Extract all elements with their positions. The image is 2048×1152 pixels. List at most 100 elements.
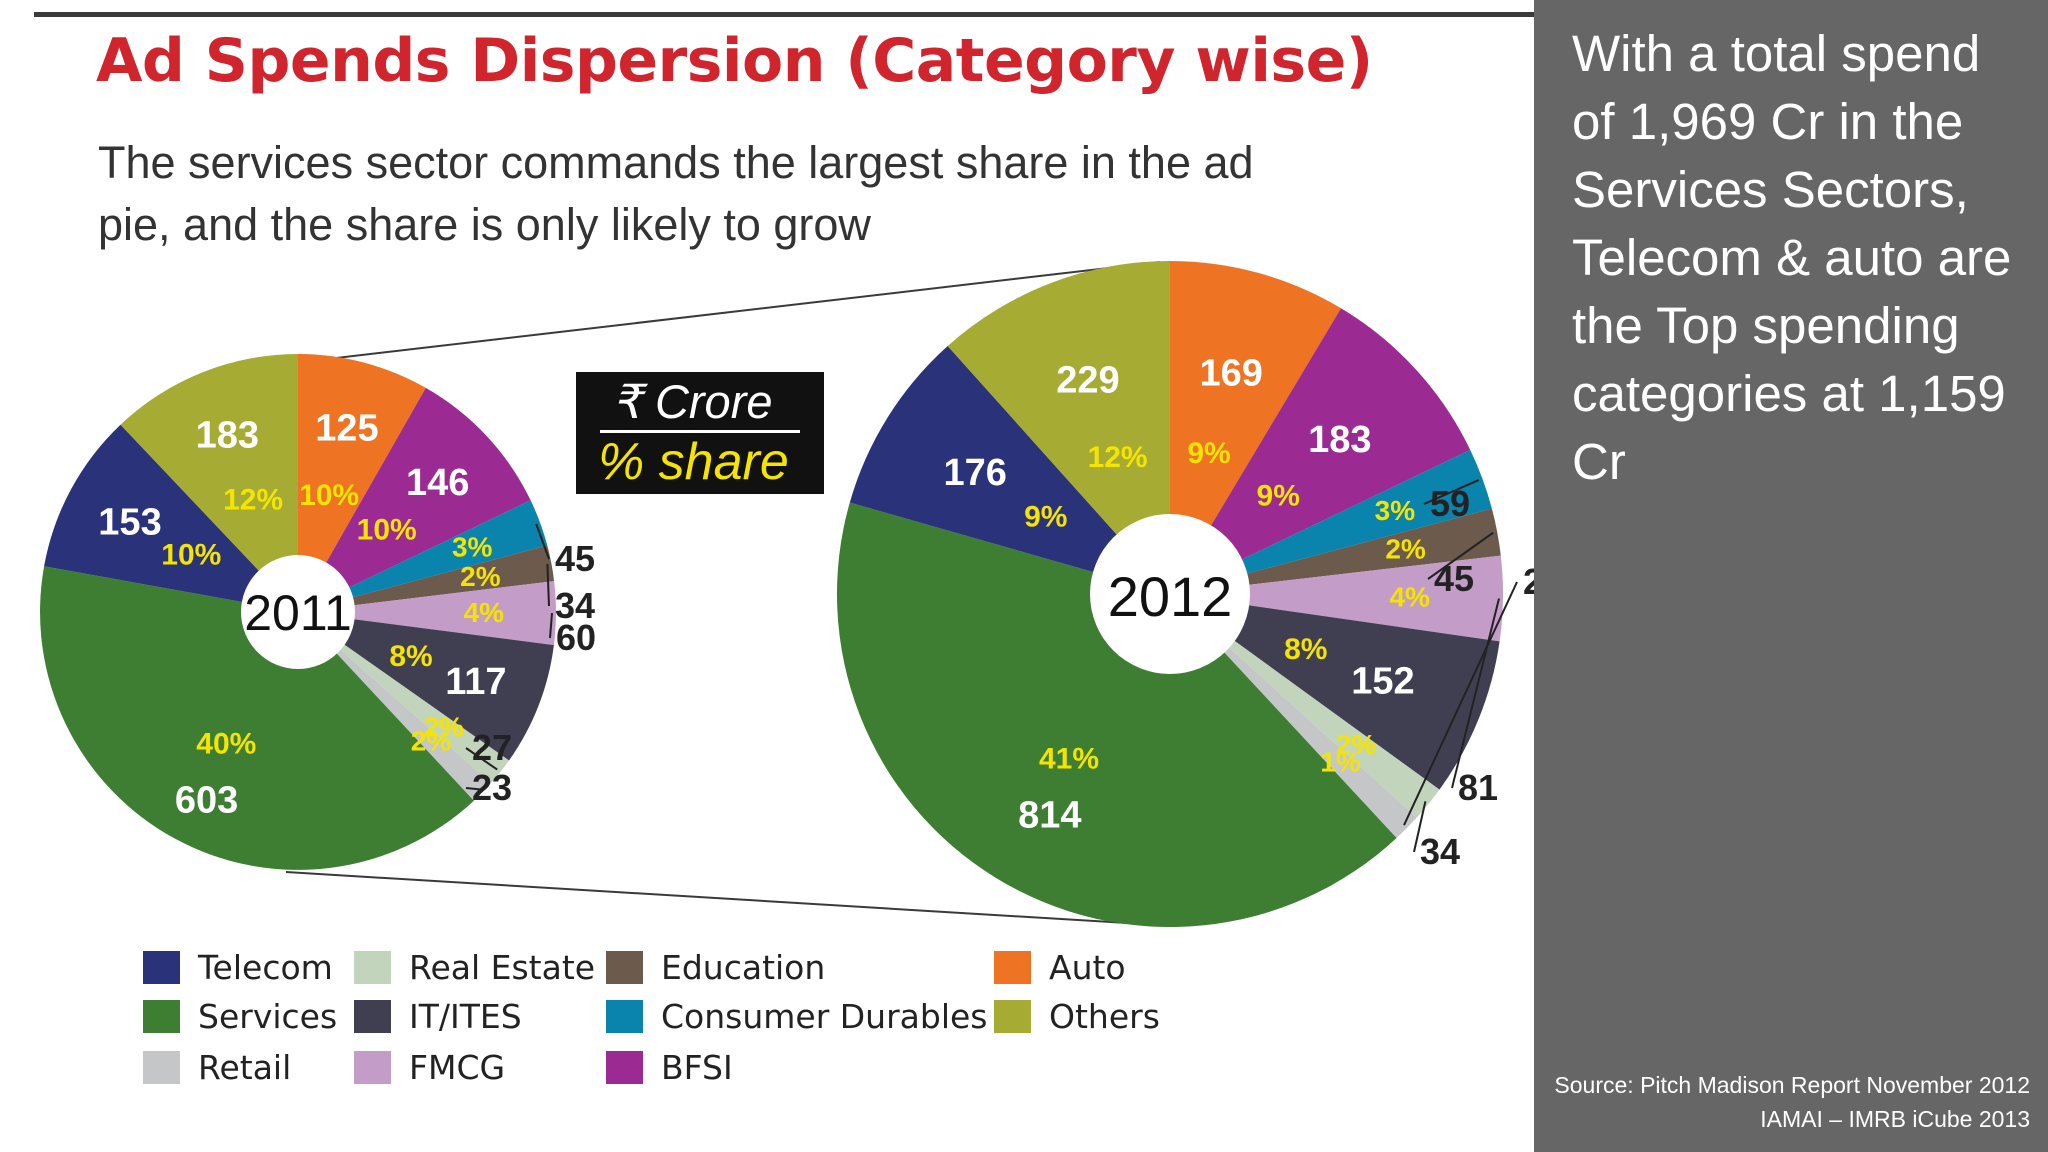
slice-2011-retail <box>298 612 492 801</box>
value-label-2011-it-ites: 117 <box>445 661 506 703</box>
top-rule <box>34 12 1534 17</box>
value-label-2012-education: 45 <box>1434 558 1474 599</box>
legend-label-retail: Retail <box>198 1047 292 1087</box>
share-label-2011-bfsi: 10% <box>357 513 417 546</box>
share-label-2011-retail: 2% <box>411 726 452 757</box>
value-label-2011-real-estate: 27 <box>472 727 512 768</box>
share-label-2011-fmcg: 4% <box>464 597 505 628</box>
legend-item-others: Others <box>994 996 1160 1036</box>
legend-label-bfsi: BFSI <box>661 1047 733 1087</box>
value-label-2011-consumer-durables: 45 <box>555 538 595 579</box>
value-label-2012-real-estate: 34 <box>1420 831 1460 872</box>
value-label-2011-bfsi: 146 <box>406 462 469 504</box>
side-panel: With a total spend of 1,969 Cr in the Se… <box>1534 0 2048 1152</box>
share-label-2012-telecom: 9% <box>1024 500 1067 533</box>
value-label-2012-services: 814 <box>1018 795 1081 837</box>
share-label-2011-it-ites: 8% <box>389 640 432 673</box>
legend-item-real-estate: Real Estate <box>354 947 595 987</box>
legend-label-real-estate: Real Estate <box>409 947 596 987</box>
legend-item-consumer-durables: Consumer Durables <box>606 996 988 1036</box>
share-label-2012-consumer-durables: 3% <box>1375 495 1416 526</box>
share-label-2012-it-ites: 8% <box>1284 633 1327 666</box>
legend-swatch-others <box>994 999 1031 1033</box>
leader-line-2012-consumer-durables <box>1423 479 1480 505</box>
leader-line-2012-fmcg <box>1451 598 1500 789</box>
value-label-2012-consumer-durables: 59 <box>1430 483 1470 524</box>
leader-line-2012-retail <box>1403 581 1518 826</box>
legend-item-bfsi: BFSI <box>606 1047 733 1087</box>
value-label-2011-telecom: 153 <box>98 501 161 543</box>
value-label-2012-retail: 27 <box>1523 561 1534 602</box>
chart-subtitle: The services sector commands the largest… <box>98 137 1254 250</box>
slice-2012-real-estate <box>1170 594 1440 818</box>
connector-line-top <box>301 261 1161 363</box>
value-label-2011-others: 183 <box>196 415 259 457</box>
share-label-2012-auto: 9% <box>1187 437 1230 470</box>
pie-center-2011 <box>241 555 355 669</box>
legend-item-retail: Retail <box>143 1047 291 1087</box>
legend-label-it-ites: IT/ITES <box>409 996 522 1036</box>
slice-2011-auto <box>298 354 426 612</box>
value-label-2012-others: 229 <box>1056 359 1119 401</box>
legend-swatch-consumer-durables <box>606 999 643 1033</box>
value-unit-label: ₹ Crore <box>612 375 773 428</box>
legend-swatch-auto <box>994 950 1031 984</box>
share-label-2011-education: 2% <box>460 561 501 592</box>
legend-label-telecom: Telecom <box>198 947 333 987</box>
legend-label-services: Services <box>198 996 338 1036</box>
pie-center-2012 <box>1090 514 1250 674</box>
value-label-2011-fmcg: 60 <box>556 617 596 658</box>
slice-2011-fmcg <box>298 581 556 646</box>
source-line-1: Source: Pitch Madison Report November 20… <box>1554 1072 2030 1098</box>
slice-2012-telecom <box>849 346 1170 594</box>
legend-swatch-real-estate <box>354 950 391 984</box>
share-label-2012-fmcg: 4% <box>1389 581 1430 612</box>
legend-item-it-ites: IT/ITES <box>354 996 522 1036</box>
slice-2011-consumer-durables <box>298 500 548 612</box>
leader-line-2012-education <box>1427 531 1494 580</box>
share-label-2011-consumer-durables: 3% <box>452 532 493 563</box>
leader-line-2011-fmcg <box>549 613 553 639</box>
legend-item-telecom: Telecom <box>143 947 333 987</box>
value-label-2012-telecom: 176 <box>943 452 1006 494</box>
leader-line-2011-retail <box>465 787 480 791</box>
legend-swatch-education <box>606 950 643 984</box>
pie-2012: 20121699%1839%3%592%454%811528%2%341%278… <box>836 261 1534 928</box>
share-label-2011-real-estate: 2% <box>423 711 464 742</box>
units-divider <box>600 430 800 433</box>
value-label-2012-fmcg: 81 <box>1458 767 1498 808</box>
slice-2011-education <box>298 545 555 612</box>
legend-swatch-fmcg <box>354 1050 391 1084</box>
legend-label-education: Education <box>661 947 826 987</box>
pie-year-label-2012: 2012 <box>1108 565 1233 628</box>
legend-label-fmcg: FMCG <box>409 1047 506 1087</box>
share-label-2011-services: 40% <box>196 727 256 760</box>
slice-2012-services <box>836 502 1397 928</box>
chart-title: Ad Spends Dispersion (Category wise) <box>96 26 1373 96</box>
legend-label-others: Others <box>1049 996 1160 1036</box>
slice-2012-others <box>947 261 1170 594</box>
pie-2011: 2011 125 10% 146 10% 3% 45 2% 34 4% 60 117 8% 2% 27 2% 2… <box>40 354 596 870</box>
units-key: ₹ Crore % share <box>576 372 824 494</box>
legend-swatch-services <box>143 999 180 1033</box>
legend-item-education: Education <box>606 947 825 987</box>
slice-2011-real-estate <box>298 612 509 784</box>
value-label-2011-retail: 23 <box>472 767 512 808</box>
slice-2011-bfsi <box>298 387 531 612</box>
slice-2012-fmcg <box>1170 555 1504 642</box>
value-label-2012-it-ites: 152 <box>1351 660 1414 702</box>
slice-2011-others <box>120 354 298 612</box>
share-label-2012-education: 2% <box>1385 533 1426 564</box>
pie-year-label-2011: 2011 <box>244 585 352 641</box>
slice-2012-consumer-durables <box>1170 449 1492 594</box>
side-summary-text: With a total spend of 1,969 Cr in the Se… <box>1572 25 2012 490</box>
slice-2012-auto <box>1170 261 1341 594</box>
legend-swatch-telecom <box>143 950 180 984</box>
slice-2012-bfsi <box>1170 308 1471 594</box>
value-label-2012-bfsi: 183 <box>1308 419 1371 461</box>
legend-item-fmcg: FMCG <box>354 1047 505 1087</box>
leader-line-2011-real-estate <box>465 747 498 771</box>
share-unit-label: % share <box>598 433 789 491</box>
slice-2011-it-ites <box>298 612 554 761</box>
